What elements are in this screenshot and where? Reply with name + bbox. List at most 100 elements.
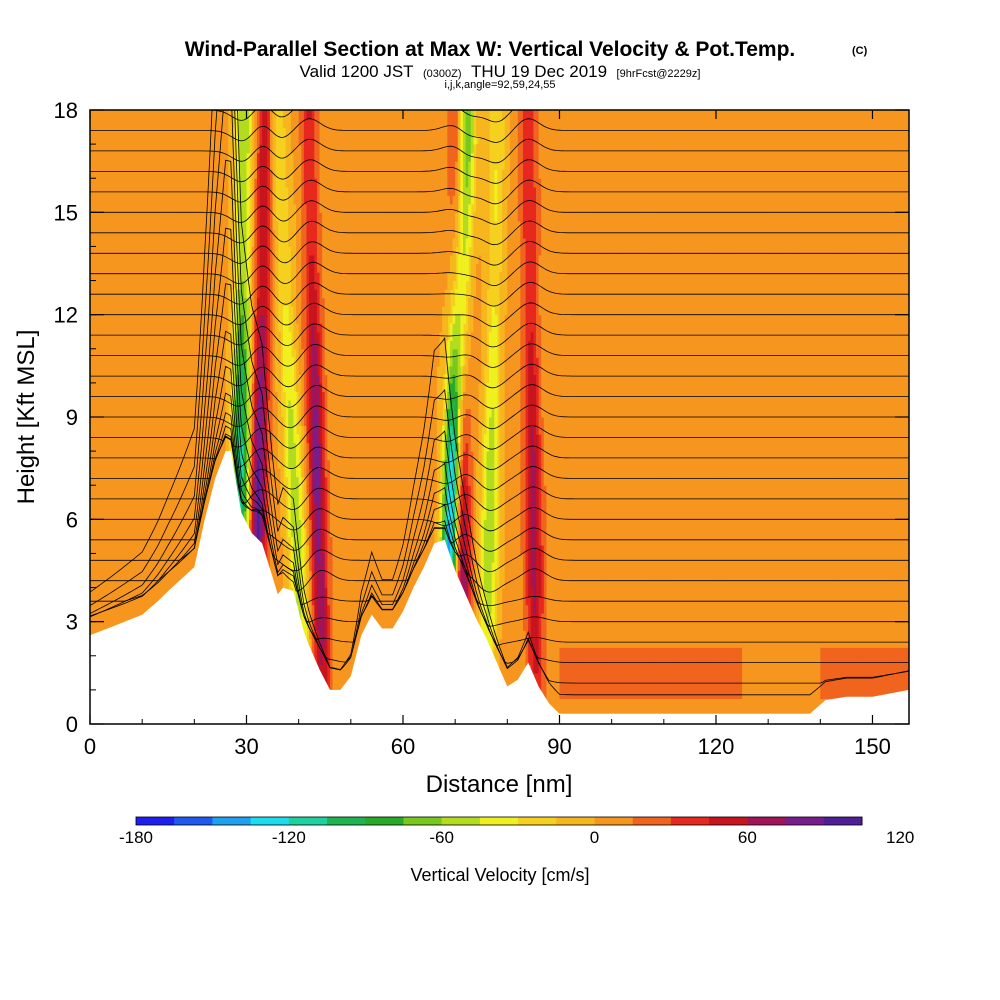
velocity-cell — [223, 161, 227, 171]
velocity-cell — [118, 118, 122, 128]
velocity-cell — [186, 246, 190, 256]
velocity-cell — [194, 246, 198, 256]
velocity-cell — [194, 391, 198, 401]
velocity-cell — [267, 340, 271, 350]
velocity-cell — [105, 587, 109, 597]
velocity-cell — [155, 135, 159, 145]
velocity-cell — [176, 519, 180, 529]
velocity-cell — [170, 203, 175, 213]
velocity-cell — [116, 348, 120, 358]
velocity-cell — [225, 417, 229, 427]
velocity-cell — [163, 459, 167, 469]
velocity-cell — [196, 272, 201, 282]
velocity-cell — [131, 246, 135, 256]
velocity-cell — [272, 425, 276, 435]
velocity-cell — [202, 195, 206, 205]
velocity-cell — [139, 212, 143, 222]
velocity-cell — [246, 399, 250, 410]
velocity-cell — [163, 425, 167, 435]
velocity-cell — [228, 280, 232, 290]
velocity-cell — [105, 220, 109, 230]
velocity-cell — [236, 220, 240, 230]
velocity-cell — [168, 118, 172, 128]
velocity-cell — [170, 195, 175, 205]
velocity-cell — [100, 323, 104, 333]
velocity-cell — [199, 152, 203, 162]
velocity-cell — [220, 408, 224, 418]
velocity-cell — [170, 382, 175, 393]
velocity-cell — [176, 314, 180, 324]
velocity-cell — [97, 570, 102, 580]
velocity-cell — [103, 331, 107, 341]
velocity-cell — [129, 229, 133, 239]
velocity-cell — [144, 297, 148, 307]
velocity-cell — [95, 382, 99, 393]
velocity-cell — [121, 459, 125, 469]
velocity-cell — [254, 382, 258, 393]
velocity-cell — [196, 161, 201, 171]
velocity-cell — [126, 348, 130, 358]
velocity-cell — [217, 391, 222, 401]
velocity-cell — [256, 434, 261, 444]
velocity-cell — [136, 220, 141, 230]
velocity-cell — [90, 246, 94, 256]
velocity-cell — [264, 220, 268, 230]
velocity-cell — [269, 297, 274, 307]
velocity-cell — [152, 476, 156, 486]
velocity-cell — [131, 152, 135, 162]
velocity-cell — [176, 399, 180, 410]
velocity-cell — [209, 127, 214, 137]
velocity-cell — [196, 186, 201, 196]
velocity-cell — [170, 169, 175, 179]
velocity-cell — [228, 246, 232, 256]
velocity-cell — [178, 237, 182, 248]
velocity-cell — [142, 502, 146, 512]
velocity-cell — [129, 468, 133, 478]
velocity-cell — [183, 425, 188, 435]
velocity-cell — [269, 237, 274, 248]
velocity-cell — [123, 502, 128, 512]
velocity-cell — [108, 561, 112, 572]
velocity-cell — [264, 203, 268, 213]
velocity-cell — [97, 434, 102, 444]
velocity-cell — [191, 144, 195, 154]
velocity-cell — [126, 451, 130, 461]
velocity-cell — [92, 442, 96, 452]
velocity-cell — [97, 348, 102, 358]
velocity-cell — [160, 570, 164, 580]
velocity-cell — [144, 314, 148, 324]
velocity-cell — [259, 365, 263, 375]
velocity-cell — [202, 434, 206, 444]
velocity-cell — [142, 561, 146, 572]
velocity-cell — [194, 365, 198, 375]
velocity-cell — [95, 144, 99, 154]
velocity-cell — [163, 357, 167, 367]
velocity-cell — [269, 425, 274, 435]
velocity-cell — [191, 340, 195, 350]
velocity-cell — [238, 118, 242, 128]
velocity-cell — [225, 399, 229, 410]
velocity-cell — [178, 374, 182, 384]
velocity-cell — [147, 510, 151, 520]
velocity-cell — [129, 289, 133, 299]
velocity-cell — [121, 331, 125, 341]
velocity-cell — [199, 220, 203, 230]
velocity-cell — [110, 229, 115, 239]
velocity-cell — [118, 144, 122, 154]
velocity-cell — [129, 297, 133, 307]
velocity-cell — [215, 399, 219, 410]
velocity-cell — [160, 323, 164, 333]
velocity-cell — [191, 186, 195, 196]
velocity-cell — [272, 519, 276, 529]
velocity-cell — [165, 212, 169, 222]
velocity-cell — [103, 391, 107, 401]
velocity-cell — [220, 203, 224, 213]
velocity-cell — [105, 536, 109, 546]
velocity-cell — [215, 237, 219, 248]
velocity-cell — [191, 442, 195, 452]
velocity-cell — [173, 135, 177, 145]
velocity-cell — [139, 272, 143, 282]
velocity-cell — [267, 382, 271, 393]
velocity-cell — [199, 357, 203, 367]
velocity-cell — [108, 442, 112, 452]
